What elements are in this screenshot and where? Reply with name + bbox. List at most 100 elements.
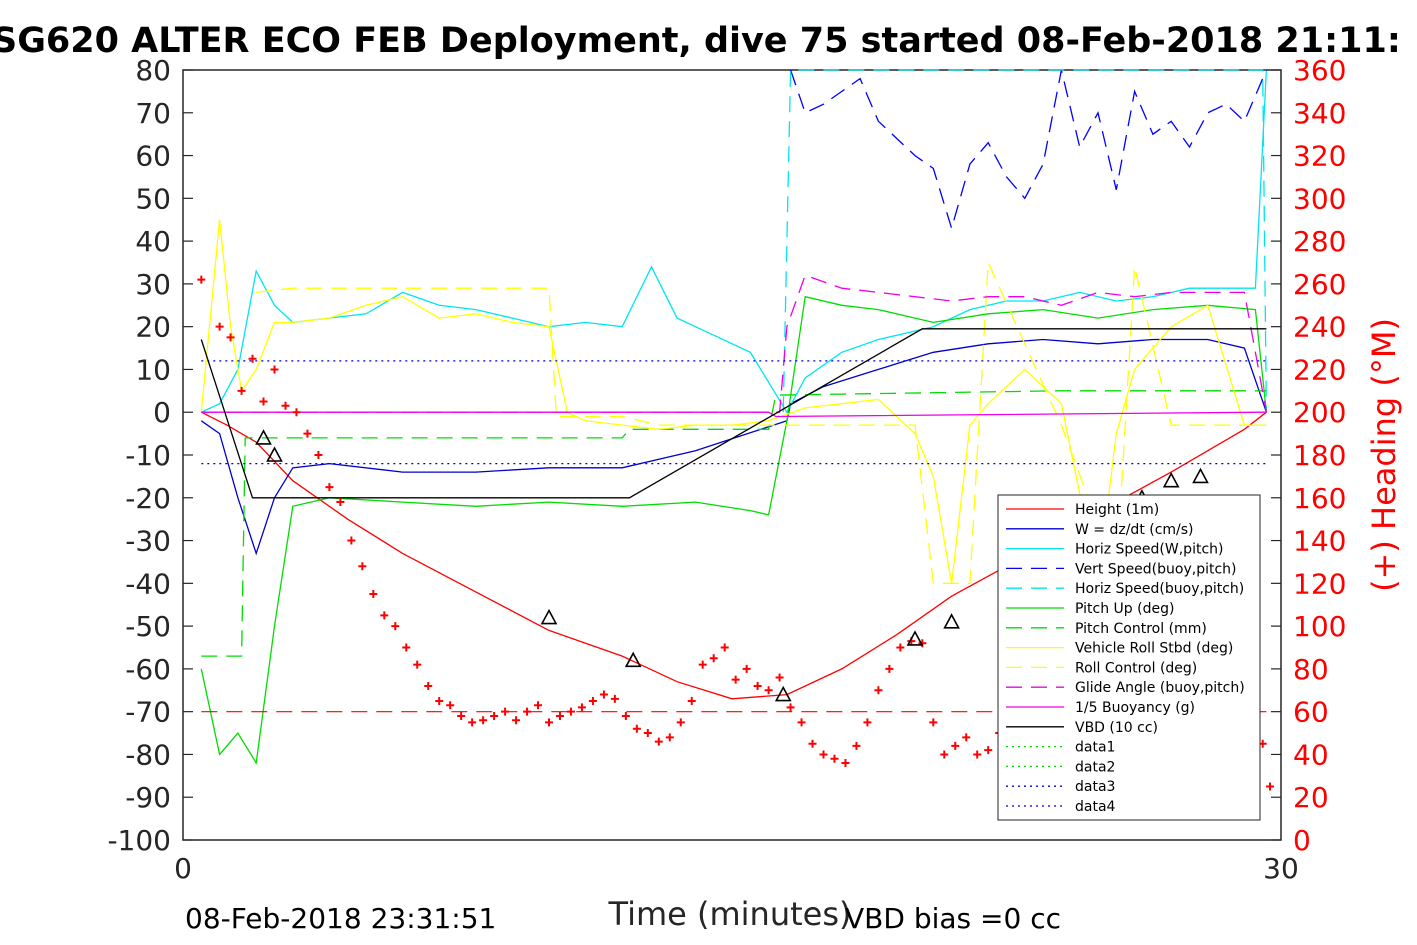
axes bbox=[182, 69, 1282, 841]
heading-point bbox=[380, 611, 389, 620]
y-tick-label: -40 bbox=[125, 567, 171, 600]
heading-point bbox=[852, 741, 861, 750]
y-right-tick-label: 40 bbox=[1293, 738, 1329, 771]
heading-point bbox=[215, 322, 224, 331]
heading-point bbox=[413, 660, 422, 669]
x-axis-label: Time (minutes) bbox=[608, 895, 852, 933]
y-tick-label: 0 bbox=[153, 396, 171, 429]
x-tick-label: 30 bbox=[1263, 852, 1299, 885]
heading-point bbox=[808, 739, 817, 748]
heading-point bbox=[281, 401, 290, 410]
y-right-tick-label: 120 bbox=[1293, 567, 1346, 600]
y-tick-label: 30 bbox=[135, 268, 171, 301]
legend-label: W = dz/dt (cm/s) bbox=[1075, 522, 1194, 538]
heading-point bbox=[786, 703, 795, 712]
heading-point bbox=[446, 701, 455, 710]
x-tick-label: 0 bbox=[174, 852, 192, 885]
heading-point bbox=[940, 750, 949, 759]
glide-marker bbox=[1192, 467, 1209, 484]
legend-label: Horiz Speed(W,pitch) bbox=[1075, 542, 1223, 558]
heading-point bbox=[347, 536, 356, 545]
y-right-tick-label: 140 bbox=[1293, 525, 1346, 558]
legend-label: VBD (10 cc) bbox=[1075, 720, 1158, 736]
heading-point bbox=[237, 386, 246, 395]
heading-point bbox=[259, 397, 268, 406]
heading-point bbox=[676, 718, 685, 727]
series-line-3 bbox=[789, 69, 1267, 231]
heading-point bbox=[709, 654, 718, 663]
right-axis-label: (+) Heading (°M) bbox=[1365, 318, 1403, 592]
legend-label: Vehicle Roll Stbd (deg) bbox=[1075, 641, 1233, 657]
heading-point bbox=[369, 590, 378, 599]
chart-title: SG620 ALTER ECO FEB Deployment, dive 75 … bbox=[0, 21, 1401, 61]
heading-point bbox=[226, 333, 235, 342]
heading-point bbox=[325, 483, 334, 492]
heading-point bbox=[687, 696, 696, 705]
heading-point bbox=[951, 741, 960, 750]
heading-point bbox=[599, 690, 608, 699]
legend-label: Height (1m) bbox=[1075, 502, 1159, 518]
heading-point bbox=[753, 682, 762, 690]
y-right-tick-label: 240 bbox=[1293, 311, 1346, 344]
heading-point bbox=[336, 498, 345, 507]
heading-point bbox=[775, 673, 784, 682]
series-line-4 bbox=[782, 69, 1268, 413]
heading-point bbox=[819, 750, 828, 759]
heading-point bbox=[841, 759, 850, 767]
heading-point bbox=[555, 711, 564, 720]
heading-point bbox=[501, 707, 510, 716]
heading-point bbox=[424, 682, 433, 690]
y-right-tick-label: 280 bbox=[1293, 225, 1346, 258]
y-tick-label: -70 bbox=[125, 696, 171, 729]
y-right-tick-label: 260 bbox=[1293, 268, 1346, 301]
heading-point bbox=[303, 429, 312, 438]
heading-point bbox=[643, 729, 652, 738]
heading-point bbox=[654, 737, 663, 746]
heading-point bbox=[720, 643, 729, 652]
y-tick-label: 50 bbox=[135, 182, 171, 215]
heading-point bbox=[468, 718, 477, 727]
legend-label: Roll Control (deg) bbox=[1075, 660, 1197, 676]
heading-point bbox=[588, 696, 597, 705]
heading-point bbox=[918, 639, 927, 648]
glide-marker bbox=[540, 608, 558, 625]
heading-point bbox=[490, 711, 499, 720]
glide-marker bbox=[943, 613, 960, 629]
heading-point bbox=[698, 660, 707, 669]
heading-point bbox=[358, 562, 367, 571]
heading-point bbox=[1266, 782, 1275, 791]
legend-label: Pitch Control (mm) bbox=[1075, 621, 1207, 637]
series-line-1 bbox=[200, 338, 1268, 556]
heading-point bbox=[731, 675, 740, 684]
y-right-tick-label: 200 bbox=[1293, 396, 1346, 429]
legend-label: Glide Angle (buoy,pitch) bbox=[1075, 680, 1245, 696]
glide-marker bbox=[624, 651, 642, 668]
heading-point bbox=[197, 275, 206, 284]
y-tick-label: 40 bbox=[135, 225, 171, 258]
glide-marker bbox=[266, 446, 283, 462]
series-line-10 bbox=[201, 411, 1267, 418]
legend: Height (1m) W = dz/dt (cm/s) Horiz Speed(W… bbox=[997, 494, 1261, 821]
heading-point bbox=[984, 746, 993, 755]
y-right-tick-label: 340 bbox=[1293, 97, 1346, 130]
legend-label: 1/5 Buoyancy (g) bbox=[1075, 700, 1195, 716]
heading-point bbox=[885, 664, 894, 673]
heading-point bbox=[479, 716, 488, 725]
heading-point bbox=[610, 694, 619, 703]
heading-point bbox=[896, 643, 905, 652]
glide-marker bbox=[255, 429, 272, 445]
series-line-8 bbox=[256, 262, 1267, 584]
y-tick-label: -30 bbox=[125, 525, 171, 558]
y-tick-label: -10 bbox=[125, 439, 171, 472]
glide-marker bbox=[1162, 471, 1180, 488]
glide-marker bbox=[906, 630, 924, 646]
heading-point bbox=[764, 686, 773, 695]
heading-point bbox=[457, 711, 466, 720]
heading-point bbox=[534, 701, 543, 710]
footer-vbd-bias: VBD bias =0 cc bbox=[845, 902, 1061, 935]
series-line-9 bbox=[201, 274, 1268, 413]
y-right-tick-label: 80 bbox=[1293, 653, 1329, 686]
y-right-tick-label: 220 bbox=[1293, 353, 1346, 386]
series-layer bbox=[200, 69, 1268, 765]
